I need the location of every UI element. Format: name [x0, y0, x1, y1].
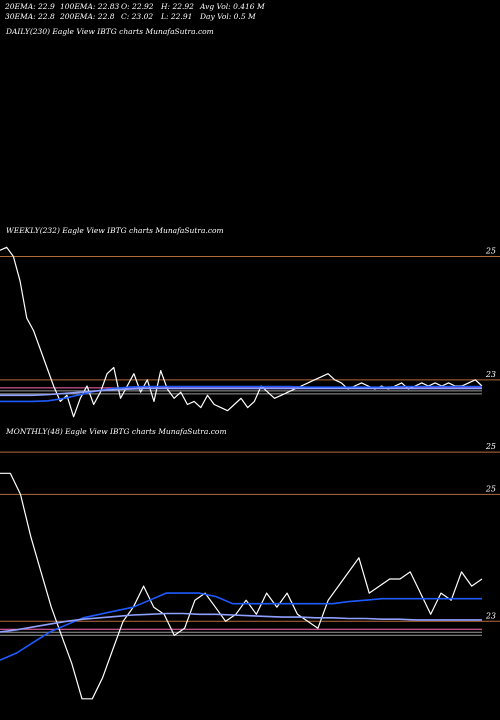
monthly-ema_long-line: [0, 612, 482, 633]
weekly-tick-label: 25: [485, 247, 496, 256]
ema100-value: 100EMA: 22.83: [60, 2, 120, 11]
monthly-chart-panel: 25 25 23: [0, 438, 500, 720]
close-value: C: 23.02: [121, 12, 154, 21]
monthly-chart-svg: 25 25 23: [0, 442, 500, 700]
ema20-value: 20EMA: 22.9: [5, 2, 55, 11]
monthly-price-line: [0, 472, 483, 700]
monthly-tick-label: 25: [485, 484, 496, 493]
stats-header: 20EMA: 22.9 30EMA: 22.8 100EMA: 22.83 20…: [0, 0, 500, 21]
daily-panel-label: DAILY(230) Eagle View IBTG charts Munafa…: [6, 27, 214, 36]
ema30-value: 30EMA: 22.8: [5, 12, 55, 21]
monthly-panel-label: MONTHLY(48) Eagle View IBTG charts Munaf…: [6, 427, 227, 436]
open-value: O: 22.92: [121, 2, 154, 11]
weekly-price-line: [0, 246, 483, 418]
weekly-chart-panel: 25 23: [0, 238, 500, 423]
weekly-panel-label: WEEKLY(232) Eagle View IBTG charts Munaf…: [6, 226, 224, 235]
monthly-ema_short-line: [0, 592, 482, 661]
weekly-tick-label: 23: [485, 370, 496, 379]
day-vol-value: Day Vol: 0.5 M: [200, 12, 256, 21]
weekly-chart-svg: 25 23: [0, 246, 500, 418]
monthly-tick-label: 23: [485, 611, 496, 620]
weekly-ema_long-line: [0, 387, 482, 397]
ema200-value: 200EMA: 22.8: [60, 12, 115, 21]
low-value: L: 22.91: [161, 12, 193, 21]
weekly-ema_short-line: [0, 385, 482, 403]
avg-vol-value: Avg Vol: 0.416 M: [200, 2, 265, 11]
monthly-tick-label: 25: [485, 442, 496, 451]
daily-chart-panel: [0, 38, 500, 224]
high-value: H: 22.92: [161, 2, 194, 11]
